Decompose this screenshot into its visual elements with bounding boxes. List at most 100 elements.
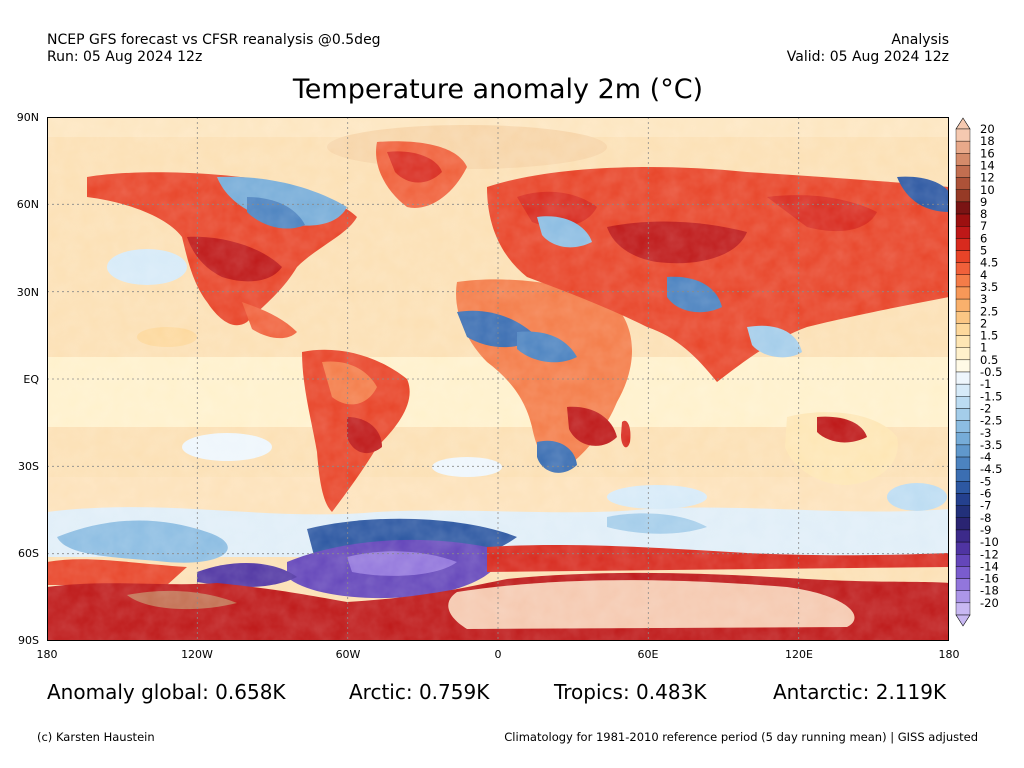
colorbar-label: -10: [980, 535, 999, 549]
global-anomaly: Anomaly global: 0.658K: [47, 680, 286, 704]
colorbar-swatch: [955, 420, 971, 433]
colorbar-swatch: [955, 238, 971, 251]
antarctic-anomaly: Antarctic: 2.119K: [773, 680, 947, 704]
colorbar-swatch: [955, 602, 971, 616]
colorbar-swatch: [955, 444, 971, 458]
colorbar-label: 3.5: [980, 280, 998, 294]
colorbar-swatch: [955, 383, 971, 397]
colorbar-label: -2: [980, 401, 991, 415]
colorbar-label: -3: [980, 426, 991, 440]
lat-label: 90S: [18, 634, 39, 647]
lat-label: 30S: [18, 460, 39, 473]
colorbar-swatch: [955, 323, 971, 336]
lon-label: 60E: [637, 648, 659, 661]
colorbar-label: 4: [980, 268, 987, 282]
colorbar-swatch: [955, 456, 971, 470]
valid-time: Valid: 05 Aug 2024 12z: [786, 49, 949, 65]
climatology-note: Climatology for 1981-2010 reference peri…: [504, 730, 978, 744]
colorbar: 201816141210987654.543.532.521.510.5-0.5…: [955, 117, 1002, 627]
lat-label: 90N: [16, 111, 39, 124]
colorbar-swatch: [955, 165, 971, 178]
colorbar-swatch: [955, 177, 971, 190]
colorbar-swatch: [955, 590, 971, 604]
colorbar-swatch: [955, 213, 971, 227]
colorbar-swatch: [955, 469, 971, 482]
colorbar-bottom-arrow: [955, 614, 971, 627]
colorbar-swatch: [955, 347, 971, 361]
colorbar-swatch: [955, 493, 971, 506]
colorbar-label: 10: [980, 183, 995, 197]
colorbar-label: -20: [980, 596, 999, 610]
colorbar-label: -14: [980, 559, 999, 573]
colorbar-label: 3: [980, 292, 987, 306]
tropics-anomaly: Tropics: 0.483K: [554, 680, 707, 704]
map-title: Temperature anomaly 2m (°C): [292, 74, 704, 105]
colorbar-label: -6: [980, 487, 991, 501]
colorbar-label: 20: [980, 122, 995, 136]
colorbar-label: 14: [980, 158, 995, 172]
colorbar-label: -0.5: [980, 365, 1002, 379]
colorbar-label: 2.5: [980, 304, 998, 318]
run-time: Run: 05 Aug 2024 12z: [47, 49, 203, 65]
colorbar-swatch: [955, 481, 971, 494]
colorbar-label: 18: [980, 134, 995, 148]
lon-label: 0: [494, 648, 502, 661]
colorbar-label: 1: [980, 341, 987, 355]
colorbar-label: 6: [980, 231, 987, 245]
colorbar-label: -16: [980, 572, 999, 586]
colorbar-label: 9: [980, 195, 987, 209]
colorbar-swatch: [955, 153, 971, 166]
colorbar-swatch: [955, 517, 971, 531]
colorbar-label: -4.5: [980, 462, 1002, 476]
colorbar-swatch: [955, 408, 971, 421]
colorbar-label: 1.5: [980, 329, 998, 343]
arctic-anomaly: Arctic: 0.759K: [349, 680, 490, 704]
colorbar-label: 0.5: [980, 353, 998, 367]
colorbar-label: 4.5: [980, 256, 998, 270]
colorbar-label: -3.5: [980, 438, 1002, 452]
lat-label: 60S: [18, 547, 39, 560]
colorbar-label: -9: [980, 523, 991, 537]
colorbar-label: -18: [980, 584, 999, 598]
lon-label: 180: [938, 648, 960, 661]
colorbar-swatch: [955, 262, 971, 275]
graticule: [47, 117, 949, 641]
colorbar-label: -5: [980, 474, 991, 488]
colorbar-swatch: [955, 541, 971, 555]
colorbar-swatch: [955, 529, 971, 543]
colorbar-swatch: [955, 201, 971, 215]
colorbar-label: -1.5: [980, 389, 1002, 403]
colorbar-label: 12: [980, 171, 995, 185]
colorbar-swatch: [955, 225, 971, 239]
colorbar-label: 5: [980, 244, 987, 258]
colorbar-swatch: [955, 566, 971, 579]
colorbar-label: 2: [980, 316, 987, 330]
lat-label: 60N: [16, 198, 39, 211]
colorbar-swatch: [955, 335, 971, 348]
lat-label: 30N: [16, 286, 39, 299]
colorbar-swatch: [955, 505, 971, 518]
colorbar-label: 16: [980, 146, 995, 160]
colorbar-swatch: [955, 189, 971, 203]
lon-label: 120E: [785, 648, 813, 661]
colorbar-label: -4: [980, 450, 991, 464]
analysis-label: Analysis: [891, 32, 949, 48]
colorbar-swatch: [955, 578, 971, 591]
colorbar-label: -1: [980, 377, 991, 391]
colorbar-label: -2.5: [980, 414, 1002, 428]
colorbar-swatch: [955, 359, 971, 373]
colorbar-swatch: [955, 311, 971, 324]
lon-label: 120W: [181, 648, 213, 661]
colorbar-swatch: [955, 298, 971, 312]
copyright: (c) Karsten Haustein: [37, 730, 155, 744]
colorbar-swatch: [955, 274, 971, 288]
colorbar-top-arrow: [955, 117, 971, 130]
colorbar-swatch: [955, 128, 971, 142]
colorbar-swatch: [955, 396, 971, 409]
colorbar-label: -7: [980, 499, 991, 513]
colorbar-swatch: [955, 432, 971, 446]
temperature-anomaly-map: [47, 117, 949, 641]
colorbar-swatch: [955, 554, 971, 567]
lat-label: EQ: [23, 373, 39, 386]
colorbar-label: -12: [980, 547, 999, 561]
